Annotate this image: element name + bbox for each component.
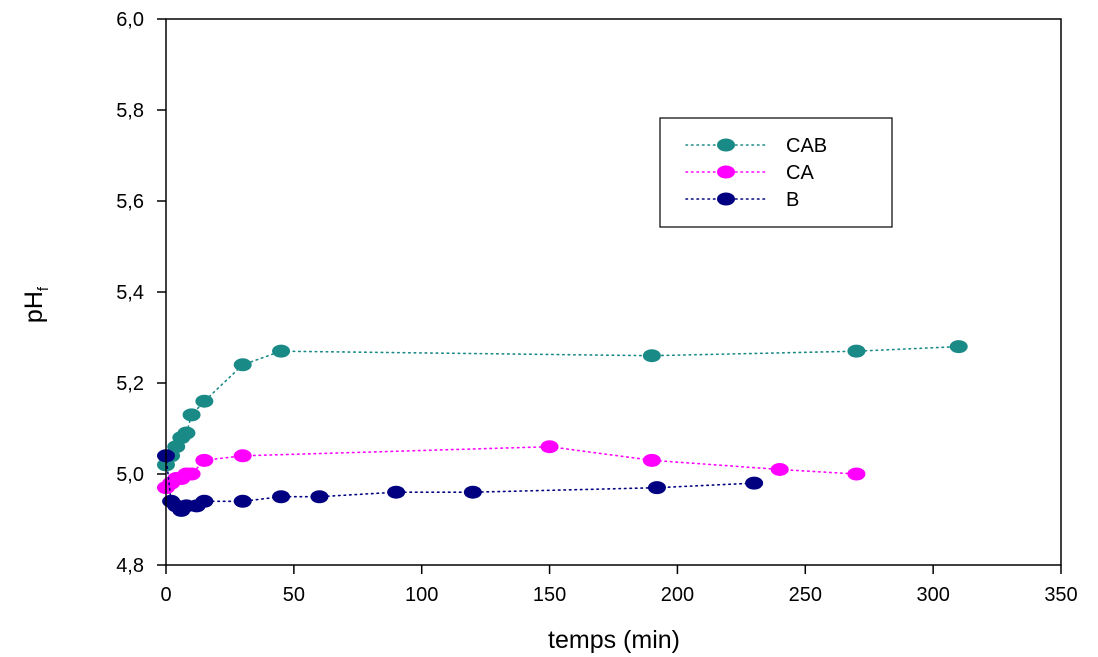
y-tick-label-3: 5,4 bbox=[116, 282, 144, 304]
data-point-cab-10 bbox=[847, 344, 866, 358]
data-point-ca-8 bbox=[540, 440, 559, 454]
y-axis-title-main: pH bbox=[20, 291, 48, 323]
data-point-b-10 bbox=[387, 485, 406, 499]
x-tick-label-2: 100 bbox=[405, 584, 438, 606]
data-point-b-7 bbox=[233, 494, 252, 508]
series-line-cab bbox=[165, 345, 960, 466]
data-point-b-6 bbox=[195, 494, 214, 508]
legend-label-ca: CA bbox=[786, 162, 814, 184]
y-tick-label-5: 5,8 bbox=[116, 100, 144, 122]
y-axis-title: pHf bbox=[20, 286, 52, 323]
legend-marker-cab bbox=[717, 138, 735, 152]
data-point-cab-11 bbox=[949, 340, 968, 354]
data-point-b-8 bbox=[272, 490, 291, 504]
y-axis: 4,8 5,0 5,2 5,4 5,6 5,8 6,0 bbox=[116, 9, 166, 577]
y-tick-label-2: 5,2 bbox=[116, 373, 144, 395]
y-tick-label-4: 5,6 bbox=[116, 191, 144, 213]
data-point-cab-4 bbox=[177, 426, 196, 440]
series-line-b bbox=[165, 454, 755, 512]
x-tick-label-7: 350 bbox=[1044, 584, 1077, 606]
legend-label-b: B bbox=[786, 189, 799, 211]
data-point-cab-6 bbox=[195, 394, 214, 408]
data-point-b-13 bbox=[745, 476, 764, 490]
data-point-b-9 bbox=[310, 490, 329, 504]
data-point-cab-7 bbox=[233, 358, 252, 372]
data-point-cab-8 bbox=[272, 344, 291, 358]
data-point-ca-6 bbox=[195, 453, 214, 467]
data-point-cab-5 bbox=[182, 408, 201, 422]
y-tick-label-6: 6,0 bbox=[116, 9, 144, 31]
legend-box bbox=[659, 117, 893, 228]
data-point-ca-7 bbox=[233, 449, 252, 463]
y-tick-label-1: 5,0 bbox=[116, 464, 144, 486]
data-point-ca-10 bbox=[770, 462, 789, 476]
legend-marker-ca bbox=[717, 165, 735, 179]
y-tick-label-0: 4,8 bbox=[116, 555, 144, 577]
x-tick-label-3: 150 bbox=[533, 584, 566, 606]
x-axis-title: temps (min) bbox=[548, 626, 680, 654]
x-tick-label-1: 50 bbox=[283, 584, 305, 606]
x-tick-label-5: 250 bbox=[789, 584, 822, 606]
y-axis-title-subscript: f bbox=[35, 286, 52, 291]
x-axis: 0 50 100 150 200 250 300 350 bbox=[160, 565, 1078, 606]
svg-text:pHf: pHf bbox=[20, 286, 52, 323]
data-point-cab-9 bbox=[642, 349, 661, 363]
series-marks bbox=[157, 340, 968, 517]
x-tick-label-4: 200 bbox=[661, 584, 694, 606]
data-point-b-12 bbox=[647, 481, 666, 495]
legend-marker-b bbox=[717, 192, 735, 206]
data-point-ca-9 bbox=[642, 453, 661, 467]
data-point-ca-11 bbox=[847, 467, 866, 481]
x-tick-label-0: 0 bbox=[160, 584, 171, 606]
data-point-ca-5 bbox=[182, 467, 201, 481]
x-tick-label-6: 300 bbox=[916, 584, 949, 606]
data-point-b-11 bbox=[463, 485, 482, 499]
legend-label-cab: CAB bbox=[786, 135, 827, 157]
